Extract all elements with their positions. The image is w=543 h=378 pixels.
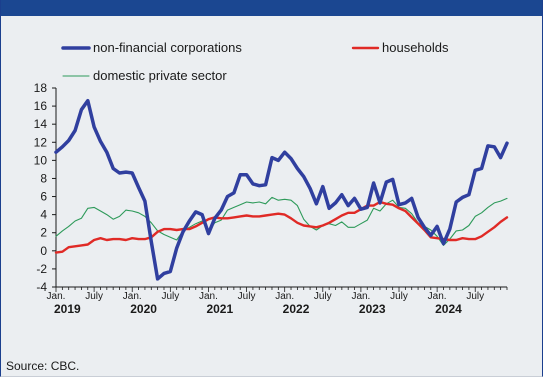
x-tick-label: July — [85, 291, 103, 302]
series-line-1 — [54, 200, 509, 254]
x-tick-label: July — [314, 291, 332, 302]
year-label: 2021 — [206, 302, 233, 316]
y-tick-label: 2 — [40, 226, 47, 240]
y-tick-label: -4 — [36, 280, 47, 294]
y-tick-label: 12 — [34, 135, 48, 149]
x-tick-label: Jan. — [351, 291, 370, 302]
series-line-0 — [54, 98, 509, 281]
x-tick-label: Jan. — [47, 291, 66, 302]
y-tick-label: -2 — [36, 262, 47, 276]
legend: non-financial corporations households dome… — [61, 40, 449, 83]
x-tick-label: Jan. — [199, 291, 218, 302]
legend-label-0: non-financial corporations — [93, 40, 242, 55]
x-tick-label: Jan. — [123, 291, 142, 302]
y-axis: -4 -2 0 2 4 6 8 10 12 14 16 18 — [34, 81, 57, 294]
y-tick-label: 6 — [40, 190, 47, 204]
year-label: 2023 — [359, 302, 386, 316]
source-note: Source: CBC. — [6, 359, 80, 373]
year-label: 2024 — [435, 302, 462, 316]
x-tick-label: July — [390, 291, 408, 302]
x-tick-label: July — [161, 291, 179, 302]
line-chart: non-financial corporations households dome… — [34, 40, 509, 316]
series-lines — [54, 98, 509, 281]
y-tick-label: 14 — [34, 117, 48, 131]
y-tick-label: 18 — [34, 81, 48, 95]
x-tick-label: Jan. — [275, 291, 294, 302]
x-tick-label: July — [238, 291, 256, 302]
x-tick-label: Jan. — [428, 291, 447, 302]
y-tick-label: 16 — [34, 99, 48, 113]
y-tick-label: 4 — [40, 208, 47, 222]
legend-label-1: households — [382, 40, 449, 55]
header-bar — [1, 0, 542, 16]
y-tick-label: 10 — [34, 153, 48, 167]
y-tick-label: 8 — [40, 171, 47, 185]
year-label: 2020 — [130, 302, 157, 316]
year-label: 2022 — [283, 302, 310, 316]
legend-label-2: domestic private sector — [93, 68, 227, 83]
year-label: 2019 — [54, 302, 81, 316]
y-tick-label: 0 — [40, 244, 47, 258]
x-tick-label: July — [466, 291, 484, 302]
x-axis: Jan. July Jan. July Jan. July Jan. July Jan. July… — [47, 286, 508, 316]
